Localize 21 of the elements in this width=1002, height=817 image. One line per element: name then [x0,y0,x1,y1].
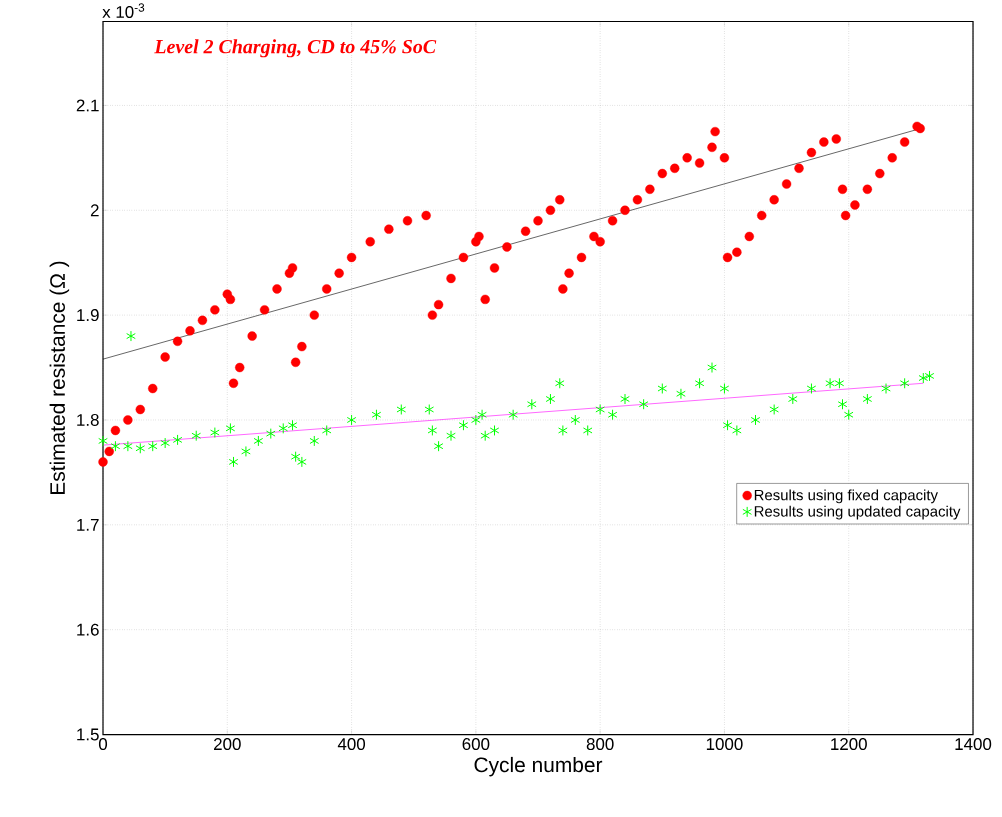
y-tick-label: 1.6 [77,623,99,636]
text: Level 2 Charging, CD to 45% SoC [154,39,437,58]
x-tick-label: 1200 [831,738,867,751]
x-tick-label: 0 [98,738,108,751]
legend-label: Results using updated capacity [754,505,961,520]
y-tick-label: 1.9 [77,309,99,322]
y-tick-label: 2 [90,204,99,217]
legend-label: Results using fixed capacity [754,489,938,504]
x-tick-label: 400 [337,738,366,751]
x-tick-label: 800 [586,738,614,751]
x-tick-label: 1000 [706,738,743,751]
y-tick-label: 1.5 [77,728,99,741]
y-tick-label: 1.8 [77,414,99,427]
x-tick-label: 600 [462,738,490,751]
y-tick-label: 2.1 [76,99,99,112]
x-tick-label: 200 [214,738,241,751]
text: x 10$^{-3}$ [102,3,145,19]
x-axis-title: Cycle number [474,757,603,777]
y-axis-title: Estimated resistance (Ω ) [49,261,70,495]
y-tick-label: 1.7 [77,519,99,531]
x-tick-label: 1400 [955,738,992,751]
